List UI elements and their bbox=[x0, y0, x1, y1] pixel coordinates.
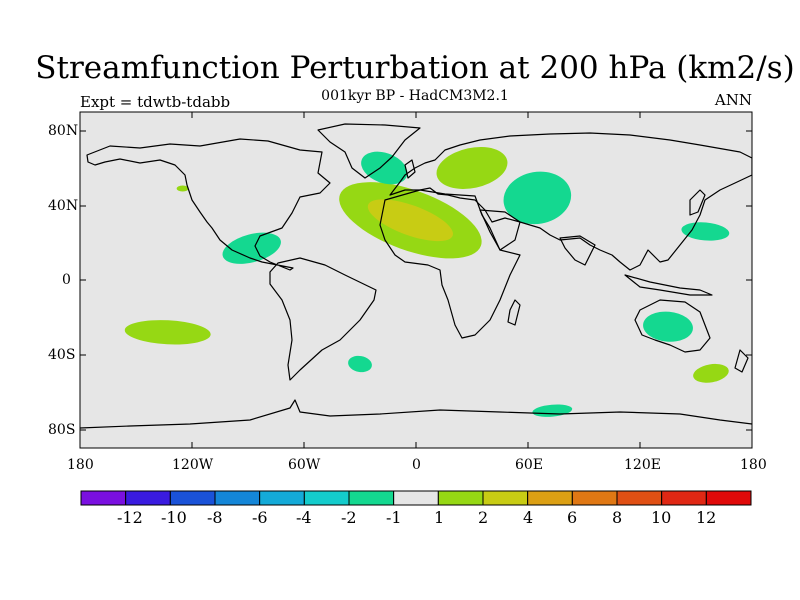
colorbar-label: -10 bbox=[161, 508, 187, 527]
colorbar-label: -2 bbox=[341, 508, 357, 527]
plot-title: Streamfunction Perturbation at 200 hPa (… bbox=[35, 50, 795, 86]
colorbar-swatch bbox=[125, 490, 171, 506]
colorbar bbox=[80, 490, 752, 506]
colorbar-label: 12 bbox=[696, 508, 717, 527]
colorbar-label: -4 bbox=[296, 508, 312, 527]
anomaly-south-pacific bbox=[124, 320, 211, 345]
anomaly-europe-scandinavia bbox=[436, 147, 508, 189]
colorbar-label: 10 bbox=[651, 508, 672, 527]
anomaly-north-pacific-coast bbox=[176, 185, 189, 192]
colorbar-label: 4 bbox=[523, 508, 534, 527]
south-america-coast bbox=[269, 257, 377, 381]
lon-label-0: 0 bbox=[412, 457, 421, 473]
colorbar-swatch bbox=[437, 490, 484, 506]
colorbar-swatch bbox=[705, 490, 752, 506]
colorbar-swatch bbox=[661, 490, 707, 506]
lon-label-180e: 180 bbox=[740, 457, 767, 473]
madagascar-coast bbox=[507, 299, 521, 326]
anomaly-new-zealand bbox=[693, 363, 729, 383]
anomaly-central-asia bbox=[503, 171, 572, 225]
colorbar-swatch bbox=[571, 490, 618, 506]
lat-label-80s: 80S bbox=[48, 422, 76, 438]
map-background bbox=[80, 112, 752, 448]
australia-coast bbox=[634, 299, 711, 353]
anomaly-south-atlantic bbox=[348, 355, 372, 373]
lat-label-80n: 80N bbox=[48, 123, 79, 139]
colorbar-label: 8 bbox=[612, 508, 623, 527]
colorbar-label: -8 bbox=[207, 508, 223, 527]
season-label: ANN bbox=[714, 91, 752, 109]
british-isles-coast bbox=[404, 159, 416, 179]
colorbar-swatch bbox=[393, 490, 439, 506]
plot-subtitle: 001kyr BP - HadCM3M2.1 bbox=[321, 88, 509, 104]
colorbar-label: -6 bbox=[252, 508, 268, 527]
coastlines bbox=[80, 123, 752, 429]
lat-label-40n: 40N bbox=[48, 198, 79, 214]
lon-label-120e: 120E bbox=[624, 457, 661, 473]
new-zealand-coast bbox=[734, 349, 749, 373]
colorbar-label: 6 bbox=[567, 508, 578, 527]
colorbar-swatch bbox=[214, 490, 261, 506]
colorbar-swatch bbox=[616, 490, 663, 506]
colorbar-swatch bbox=[527, 490, 573, 506]
colorbar-swatch bbox=[80, 490, 127, 506]
colorbar-label: -12 bbox=[117, 508, 143, 527]
anomaly-australia bbox=[643, 311, 693, 342]
anomaly-layer bbox=[124, 147, 730, 417]
africa-coast bbox=[379, 189, 521, 339]
greenland-coast bbox=[317, 123, 421, 179]
colorbar-label: 1 bbox=[434, 508, 445, 527]
india-coast bbox=[559, 235, 596, 266]
lat-label-0: 0 bbox=[62, 272, 71, 288]
anomaly-north-atlantic-north-africa-core bbox=[367, 199, 453, 242]
experiment-label: Expt = tdwtb-tdabb bbox=[80, 93, 231, 111]
colorbar-label: -1 bbox=[386, 508, 402, 527]
colorbar-swatch bbox=[303, 490, 350, 506]
north-america-coast bbox=[86, 138, 331, 271]
anomaly-greenland-iceland bbox=[361, 151, 408, 185]
lon-label-180w: 180 bbox=[67, 457, 94, 473]
colorbar-swatch bbox=[482, 490, 529, 506]
lat-label-40s: 40S bbox=[48, 347, 76, 363]
japan-coast bbox=[689, 189, 706, 216]
colorbar-swatch bbox=[348, 490, 395, 506]
arabia-coast bbox=[479, 209, 521, 251]
colorbar-label: 2 bbox=[478, 508, 489, 527]
colorbar-swatch bbox=[169, 490, 216, 506]
map-ticks bbox=[80, 112, 752, 448]
lon-label-60e: 60E bbox=[515, 457, 544, 473]
lon-label-60w: 60W bbox=[288, 457, 321, 473]
anomaly-caribbean bbox=[222, 232, 281, 264]
lon-label-120w: 120W bbox=[172, 457, 214, 473]
antarctica-coast bbox=[80, 399, 752, 429]
indonesia-coast bbox=[624, 274, 713, 296]
colorbar-swatch bbox=[259, 490, 305, 506]
